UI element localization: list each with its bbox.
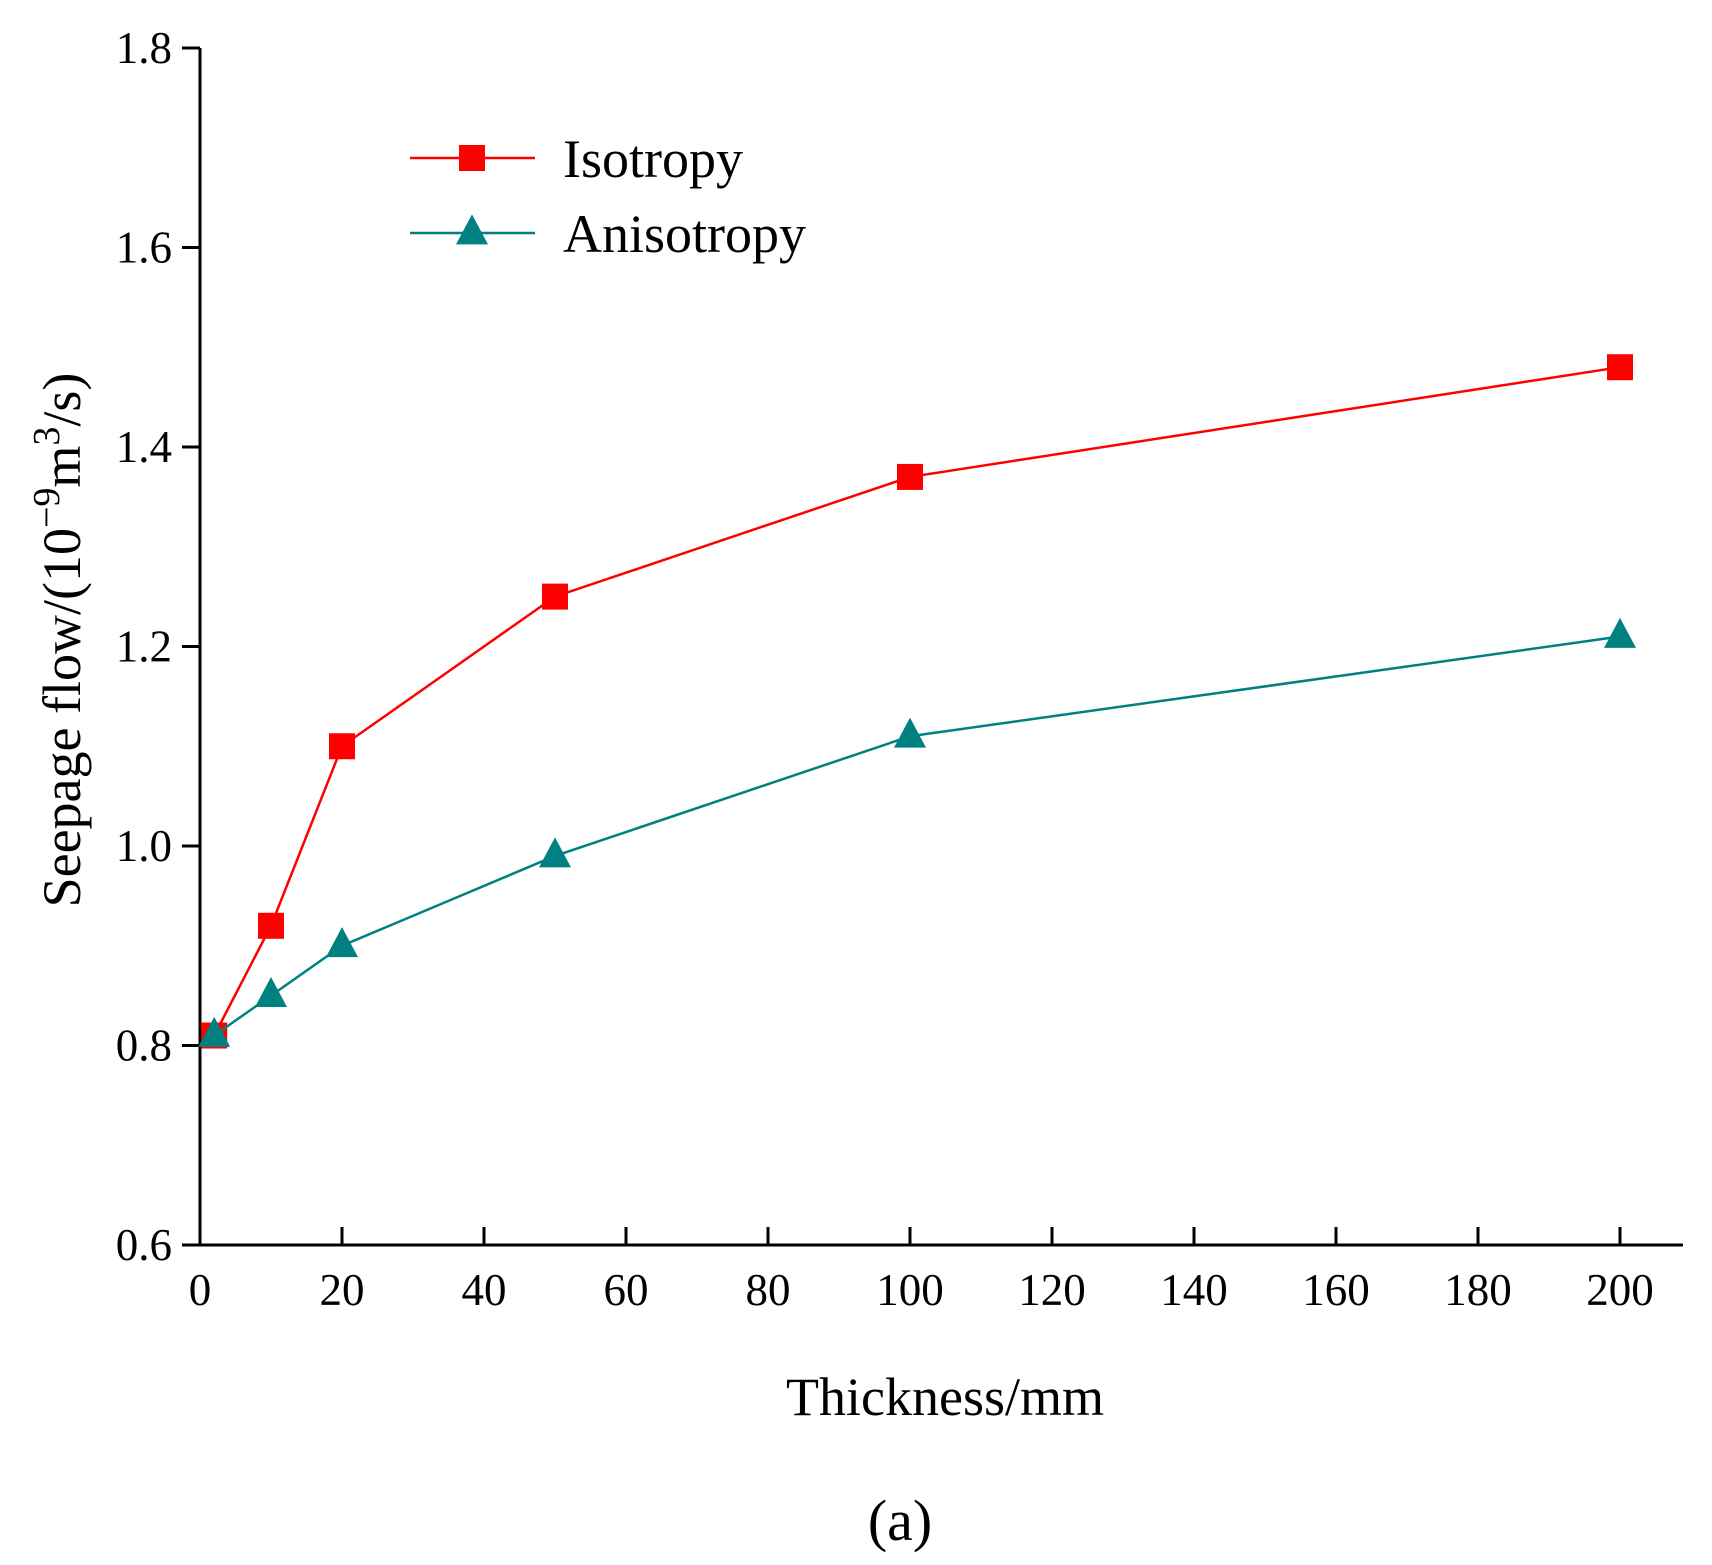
- data-point-anisotropy: [1604, 617, 1636, 648]
- y-ticks: 0.6 0.8 1.0 1.2 1.4 1.6 1.8: [116, 23, 200, 1270]
- x-tick-label: 180: [1444, 1265, 1512, 1315]
- y-tick-label: 0.6: [116, 1220, 172, 1270]
- x-tick-label: 200: [1586, 1265, 1654, 1315]
- series-group: [198, 354, 1636, 1049]
- legend-marker-isotropy: [459, 145, 485, 171]
- data-point-anisotropy: [539, 837, 571, 868]
- data-point-isotropy: [897, 463, 923, 490]
- y-axis-title-exp2: 3: [26, 427, 68, 446]
- legend-label-isotropy: Isotropy: [563, 129, 743, 189]
- series-isotropy: [201, 354, 1633, 1049]
- data-point-isotropy: [542, 583, 568, 610]
- series-line-anisotropy: [213, 635, 1621, 1037]
- data-point-anisotropy: [198, 1016, 231, 1047]
- data-point-isotropy: [1607, 354, 1633, 381]
- y-axis-title: Seepage flow/(10−9m3/s): [26, 373, 92, 908]
- data-point-isotropy: [329, 733, 355, 760]
- y-tick-label: 1.4: [116, 422, 172, 472]
- series-line-isotropy: [213, 365, 1621, 1037]
- x-tick-label: 60: [604, 1265, 649, 1315]
- y-tick-label: 1.6: [116, 223, 172, 273]
- x-tick-label: 40: [462, 1265, 507, 1315]
- data-point-anisotropy: [326, 927, 358, 958]
- x-tick-label: 100: [876, 1265, 944, 1315]
- y-axis-title-end: /s): [32, 373, 92, 427]
- x-tick-label: 20: [320, 1265, 365, 1315]
- y-tick-label: 1.2: [116, 622, 172, 672]
- x-tick-label: 140: [1160, 1265, 1228, 1315]
- legend: Isotropy Anisotropy: [410, 129, 806, 264]
- panel-label: (a): [868, 1488, 932, 1553]
- legend-marker-anisotropy: [456, 214, 488, 245]
- legend-label-anisotropy: Anisotropy: [563, 204, 806, 264]
- x-tick-label: 0: [189, 1265, 212, 1315]
- y-axis-title-main: Seepage flow/(10: [32, 528, 92, 907]
- x-ticks: 0 20 40 60 80 100 120 140 160 180 200: [189, 1227, 1654, 1315]
- y-axis-title-exp1: −9: [26, 488, 68, 528]
- y-tick-label: 0.8: [116, 1021, 172, 1071]
- axes: [198, 48, 1683, 1247]
- x-tick-label: 160: [1302, 1265, 1370, 1315]
- x-axis-title: Thickness/mm: [786, 1367, 1104, 1427]
- y-tick-label: 1.8: [116, 23, 172, 73]
- data-point-anisotropy: [255, 977, 287, 1008]
- data-point-anisotropy: [894, 717, 926, 748]
- x-tick-label: 80: [746, 1265, 791, 1315]
- x-tick-label: 120: [1018, 1265, 1086, 1315]
- data-point-isotropy: [258, 912, 284, 939]
- y-tick-label: 1.0: [116, 821, 172, 871]
- y-axis-title-mid: m: [32, 446, 92, 488]
- series-anisotropy: [198, 617, 1636, 1047]
